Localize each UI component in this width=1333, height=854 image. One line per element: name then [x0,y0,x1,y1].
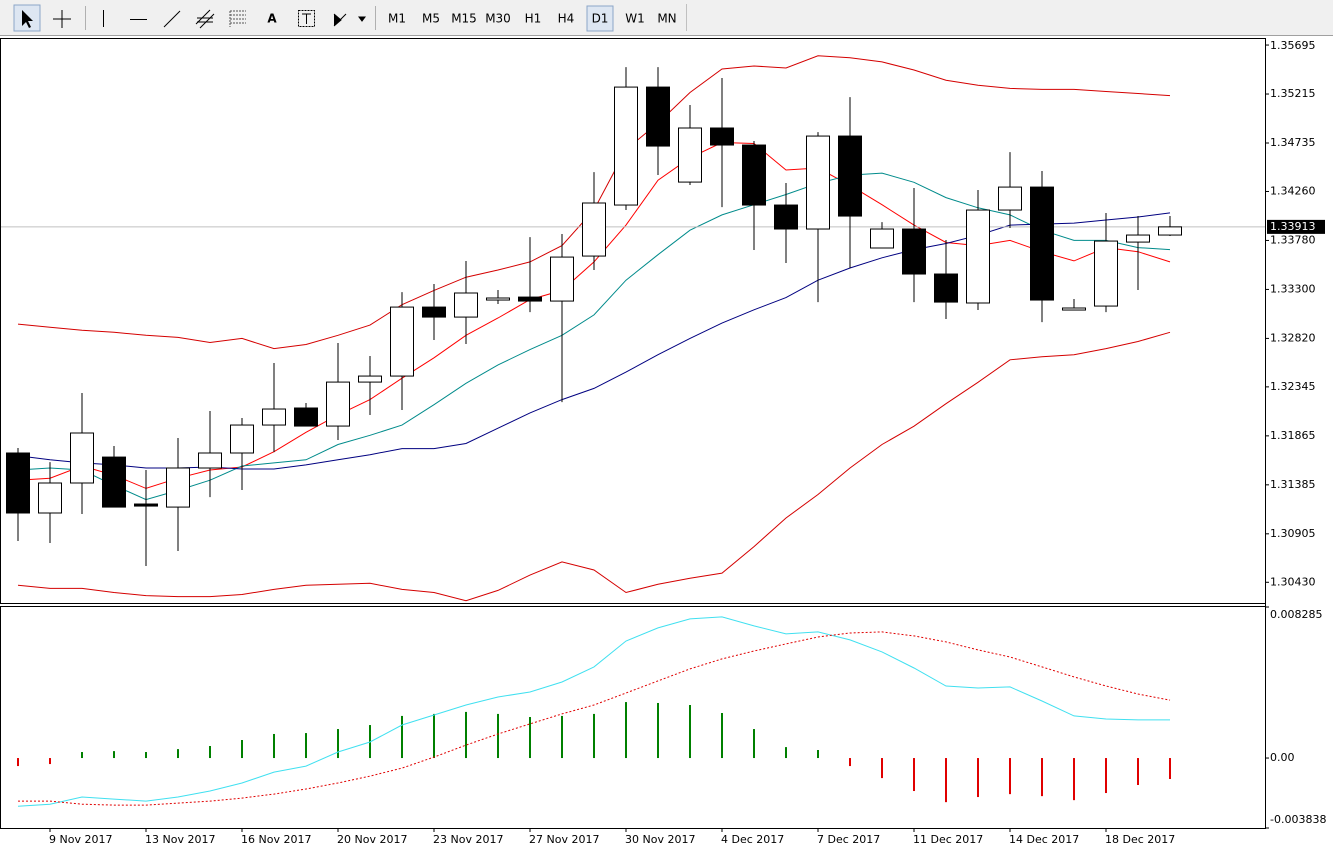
y-tick-label: 1.33300 [1270,282,1316,295]
candle-body [134,503,158,507]
timeframe-button[interactable]: D1 [592,12,609,26]
timeframe-bar: M1 M5 M15 M30 H1 H4 D1 W1 MN [388,5,677,32]
x-tick-label: 23 Nov 2017 [433,833,503,846]
text-tool[interactable]: A [267,12,277,26]
candle-body [198,452,222,469]
candle-body [70,432,94,484]
cursor-icon [22,10,33,28]
candle-body [742,144,766,206]
y-tick-label: 1.30430 [1270,575,1316,588]
candle-body [326,381,350,427]
timeframe-button[interactable]: MN [657,12,676,26]
y-tick-label: 0.00 [1270,751,1295,764]
candle-body [294,407,318,427]
candle-body [518,296,542,302]
shapes-dropdown[interactable] [333,13,366,27]
timeframe-button[interactable]: W1 [625,12,645,26]
toolbar: A M1 M5 M15 M30 H1 H4 D1 W1 MN [0,0,1333,36]
candle-body [902,228,926,275]
x-tick-label: 18 Dec 2017 [1105,833,1175,846]
candle-body [422,306,446,318]
x-tick-label: 30 Nov 2017 [625,833,695,846]
candle-body [1030,186,1054,301]
x-tick-label: 14 Dec 2017 [1009,833,1079,846]
active-timeframe [586,5,614,32]
y-tick-label: 1.35695 [1270,39,1316,52]
y-tick-label: 1.35215 [1270,87,1316,100]
candle-body [934,273,958,303]
indicator-line [18,631,1171,806]
x-tick-label: 11 Dec 2017 [913,833,983,846]
y-tick-label: 1.31385 [1270,478,1316,491]
y-tick-label: -0.003838 [1270,813,1326,826]
candle-body [1126,234,1150,243]
x-tick-label: 16 Nov 2017 [241,833,311,846]
candle-body [998,186,1022,211]
candle-body [166,467,190,508]
candle-body [806,135,830,230]
y-tick-label: 1.34260 [1270,184,1316,197]
timeframe-button[interactable]: M30 [485,12,511,26]
timeframe-button[interactable]: H4 [558,12,575,26]
y-tick-label: 0.008285 [1270,608,1323,621]
x-tick-label: 13 Nov 2017 [145,833,215,846]
candle-body [454,292,478,318]
candle-body [486,297,510,301]
crosshair-icon[interactable] [53,10,71,28]
fibonacci-icon[interactable] [229,10,246,27]
label-tool-glyph [302,13,311,24]
trendline-icon[interactable] [163,10,181,28]
candle-body [230,424,254,454]
candle-body [646,86,670,147]
indicator-line [17,331,1171,602]
timeframe-button[interactable]: H1 [525,12,542,26]
candle-body [38,482,62,514]
chart-area: 1.35695 1.35215 1.34735 1.34260 1.33780 1.333… [0,38,1326,846]
candle-body [870,228,894,249]
x-tick-label: 7 Dec 2017 [817,833,880,846]
candle-body [678,127,702,183]
candle-body [614,86,638,206]
x-tick-label: 27 Nov 2017 [529,833,599,846]
candle-body [966,209,990,304]
candle-body [838,135,862,217]
x-tick-label: 4 Dec 2017 [721,833,784,846]
timeframe-button[interactable]: M5 [422,12,440,26]
candle-body [1158,226,1182,236]
x-tick-label: 20 Nov 2017 [337,833,407,846]
indicator-line [17,616,1170,807]
candle-body [1062,307,1086,311]
candle-body [390,306,414,377]
candle-body [6,452,30,514]
timeframe-button[interactable]: M1 [388,12,406,26]
label-tool-icon[interactable] [298,10,315,27]
candle-body [710,127,734,146]
toolbar-background [0,0,1333,35]
current-price-box [1267,219,1325,234]
candle-body [1094,240,1118,307]
y-tick-label: 1.32820 [1270,331,1316,344]
candle-body [358,375,382,383]
y-tick-label: 1.33780 [1270,233,1316,246]
y-tick-label: 1.30905 [1270,527,1316,540]
current-price-label: 1.33913 [1270,220,1316,233]
y-tick-label: 1.31865 [1270,429,1316,442]
candle-body [262,408,286,426]
candle-body [550,256,574,302]
x-tick-label: 9 Nov 2017 [49,833,112,846]
channel-icon[interactable] [195,9,215,29]
candle-body [774,204,798,230]
y-tick-label: 1.32345 [1270,380,1316,393]
candle-body [102,456,126,508]
y-tick-label: 1.34735 [1270,136,1316,149]
candle-body [582,202,606,257]
timeframe-button[interactable]: M15 [451,12,477,26]
